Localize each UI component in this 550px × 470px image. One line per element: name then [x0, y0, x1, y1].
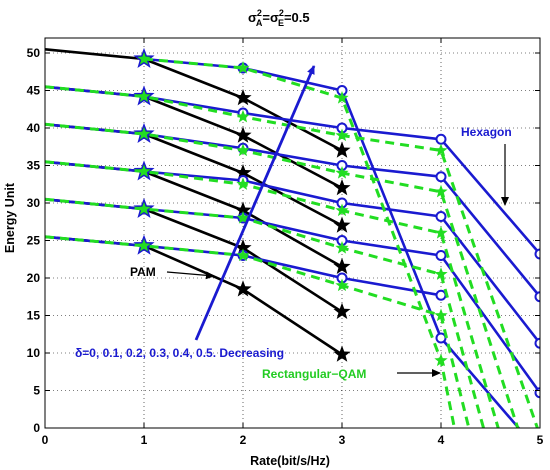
x-tick-label: 3 — [339, 433, 346, 447]
y-tick-label: 35 — [27, 159, 41, 173]
y-tick-label: 0 — [33, 421, 40, 435]
rectqam-star-marker — [335, 278, 349, 292]
series-line-rectangular-qam-4 — [45, 235, 471, 428]
rectqam-star-marker — [335, 166, 349, 179]
x-tick-label: 0 — [42, 433, 49, 447]
rectqam-star-marker — [236, 211, 250, 224]
series-line-rectangular-qam-1 — [45, 122, 520, 428]
rectqam-star-marker — [335, 203, 349, 217]
pam-arrow — [166, 271, 215, 280]
hexagon-star-marker — [133, 122, 155, 144]
rectqam-star-marker — [137, 164, 151, 178]
pam-star-marker — [333, 141, 351, 158]
rectqam-star-marker — [137, 89, 151, 103]
y-tick-label: 10 — [27, 346, 41, 360]
rectqam-star-marker — [335, 128, 349, 142]
rectqam-star-marker — [137, 52, 151, 65]
pam-star-marker — [333, 345, 351, 362]
title-text: σ2 A=σ2 E=0.5 — [248, 8, 310, 28]
title-sub-a: A — [256, 18, 263, 28]
series-line-rectangular-qam-2 — [45, 160, 500, 428]
rectqam-star-marker — [137, 202, 151, 215]
x-tick-label: 1 — [141, 433, 148, 447]
hexagon-star-marker — [133, 47, 155, 69]
title-mid: =σ — [262, 10, 279, 25]
rectqam-star-marker — [434, 143, 448, 157]
hexagon-circle-marker — [435, 289, 447, 301]
x-tick-label: 2 — [240, 433, 247, 447]
hexagon-circle-marker — [435, 171, 447, 183]
rectqam-star-marker — [335, 91, 349, 104]
pam-star-marker — [234, 280, 252, 297]
hexagon-circle-marker — [435, 250, 447, 261]
hexagon-annotation: Hexagon — [461, 125, 512, 139]
rectqam-star-marker — [236, 143, 250, 157]
series-line-rectangular-qam-3 — [45, 197, 486, 428]
chart-title: σ2 A=σ2 E=0.5 — [248, 8, 310, 28]
pam-star-marker — [234, 126, 252, 143]
y-axis-label: Energy Unit — [3, 182, 17, 253]
x-tick-label: 4 — [438, 433, 445, 447]
title-sigma-a: σ — [248, 10, 257, 25]
pam-star-marker — [234, 89, 252, 106]
hexagon-star-marker — [133, 160, 155, 181]
series-layer — [45, 47, 540, 428]
title-tail: =0.5 — [284, 10, 310, 25]
hexagon-circle-marker — [435, 133, 447, 145]
hexagon-circle-marker — [534, 291, 540, 303]
annotation-layer: Hexagon PAM δ=0, 0.1, 0.2, 0.3, 0.4, 0.5. … — [75, 65, 512, 381]
x-tick-label: 5 — [537, 433, 544, 447]
rectqam-star-marker — [335, 241, 349, 254]
hexagon-circle-marker — [435, 332, 447, 344]
y-tick-label: 45 — [27, 84, 41, 98]
hexagon-circle-marker — [435, 211, 447, 222]
rectqam-annotation: Rectangular−QAM — [262, 367, 366, 381]
pam-star-marker — [234, 201, 252, 218]
rectqam-star-marker — [236, 177, 250, 190]
y-tick-label: 40 — [27, 121, 41, 135]
hexagon-star-marker — [133, 85, 155, 106]
rectqam-star-marker — [236, 248, 250, 262]
series-line-pam-4 — [45, 198, 343, 313]
y-tick-label: 25 — [27, 234, 41, 248]
hexagon-star-marker — [133, 197, 155, 219]
series-line-hexagon-2 — [45, 160, 540, 345]
hexagon-star-marker — [133, 234, 155, 255]
title-sup-e: 2 — [279, 8, 284, 18]
rectqam-star-marker — [434, 226, 448, 239]
delta-annotation: δ=0, 0.1, 0.2, 0.3, 0.4, 0.5. Decreasing — [75, 346, 284, 360]
y-tick-label: 30 — [27, 196, 41, 210]
rectqam-star-marker — [236, 109, 250, 123]
series-line-pam-5 — [45, 235, 343, 356]
rectqam-star-marker — [434, 184, 448, 198]
rectqam-star-marker — [434, 308, 448, 322]
pam-star-marker — [333, 257, 351, 275]
pam-star-marker — [234, 164, 252, 181]
title-sub-e: E — [278, 18, 284, 28]
hexagon-circle-marker — [534, 337, 540, 349]
pam-star-marker — [333, 302, 351, 320]
y-tick-label: 50 — [27, 46, 41, 60]
rectqam-star-marker — [434, 267, 448, 280]
rectqam-star-marker — [137, 127, 151, 140]
series-line-rectangular-qam-0 — [45, 85, 539, 428]
pam-star-marker — [234, 239, 252, 256]
y-tick-label: 15 — [27, 309, 41, 323]
hexagon-circle-marker — [534, 248, 540, 260]
plot-frame — [44, 37, 541, 429]
x-axis-label: Rate(bit/s/Hz) — [250, 454, 330, 468]
rectqam-star-marker — [434, 353, 448, 367]
series-line-pam-0 — [45, 48, 343, 152]
delta-arrow — [194, 65, 316, 341]
pam-star-marker — [333, 179, 351, 196]
y-tick-label: 20 — [27, 271, 41, 285]
rectqam-star-marker — [137, 238, 151, 252]
pam-annotation: PAM — [130, 265, 156, 279]
pam-star-marker — [333, 216, 351, 233]
rectqam-star-marker — [236, 61, 250, 74]
y-tick-label: 5 — [33, 384, 40, 398]
title-sup-a: 2 — [257, 8, 262, 18]
